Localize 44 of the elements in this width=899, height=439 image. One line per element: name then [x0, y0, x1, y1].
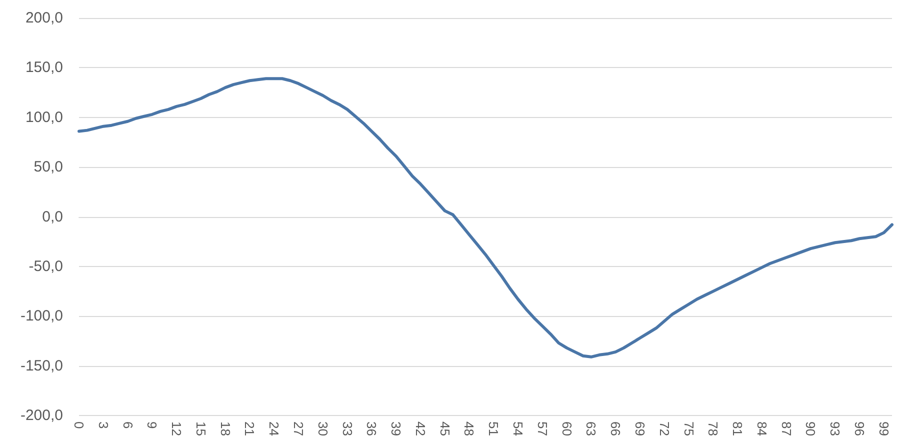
x-tick-label: 15	[193, 422, 208, 436]
x-tick-label: 87	[778, 422, 794, 436]
x-tick-label: 45	[437, 422, 452, 436]
x-tick-label: 0	[72, 422, 86, 429]
y-tick-label: 0,0	[42, 208, 63, 226]
x-tick-label: 66	[608, 422, 624, 436]
x-tick-label: 51	[486, 422, 502, 436]
x-tick-label: 63	[584, 422, 599, 436]
x-tick-label: 21	[242, 422, 258, 436]
x-tick-label: 69	[632, 422, 648, 436]
y-tick-label: 100,0	[25, 108, 63, 126]
x-tick-label: 75	[681, 422, 696, 436]
x-tick-label: 9	[144, 422, 160, 429]
x-tick-label: 57	[534, 422, 550, 436]
x-tick-label: 60	[559, 422, 574, 436]
y-tick-label: -50,0	[28, 258, 63, 275]
y-tick-label: -200,0	[20, 407, 63, 424]
x-tick-label: 93	[828, 422, 843, 436]
x-tick-label: 72	[656, 422, 672, 436]
x-tick-label: 33	[340, 422, 355, 436]
x-tick-label: 96	[852, 422, 867, 436]
x-tick-label: 54	[510, 422, 526, 436]
x-tick-label: 6	[120, 422, 136, 429]
x-tick-label: 78	[706, 422, 721, 436]
x-tick-label: 36	[364, 422, 380, 436]
y-tick-label: -150,0	[20, 357, 63, 374]
line-series	[78, 77, 894, 358]
x-tick-label: 84	[754, 422, 770, 436]
x-tick-label: 81	[730, 422, 746, 436]
x-tick-label: 42	[412, 422, 428, 436]
x-tick-label: 12	[169, 422, 184, 436]
x-tick-label: 30	[315, 422, 330, 436]
x-tick-label: 3	[96, 422, 111, 429]
y-tick-label: 50,0	[34, 158, 63, 176]
y-tick-label: 150,0	[25, 59, 63, 76]
x-tick-label: 90	[803, 422, 818, 436]
y-tick-label: -100,0	[20, 308, 63, 325]
y-tick-label: 200,0	[25, 10, 63, 26]
x-tick-label: 27	[291, 422, 306, 436]
x-tick-label: 48	[462, 422, 477, 436]
x-tick-label: 18	[218, 422, 233, 436]
x-tick-label: 99	[876, 422, 892, 436]
x-tick-label: 39	[388, 422, 404, 436]
x-tick-label: 24	[266, 422, 282, 436]
